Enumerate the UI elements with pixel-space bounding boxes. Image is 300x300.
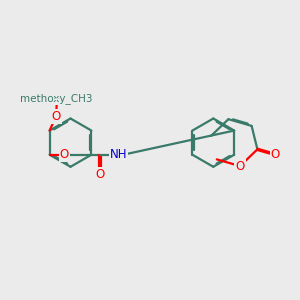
- Text: methoxy: methoxy: [53, 98, 60, 99]
- Text: O: O: [96, 168, 105, 181]
- Text: methoxy_CH3: methoxy_CH3: [20, 93, 93, 104]
- Text: methoxy: methoxy: [65, 92, 72, 93]
- Text: O: O: [60, 148, 69, 161]
- Text: methoxy_fix: methoxy_fix: [57, 96, 66, 98]
- Text: O: O: [236, 160, 244, 172]
- Text: O: O: [271, 148, 280, 161]
- Text: NH: NH: [110, 148, 127, 161]
- Text: O: O: [51, 110, 61, 123]
